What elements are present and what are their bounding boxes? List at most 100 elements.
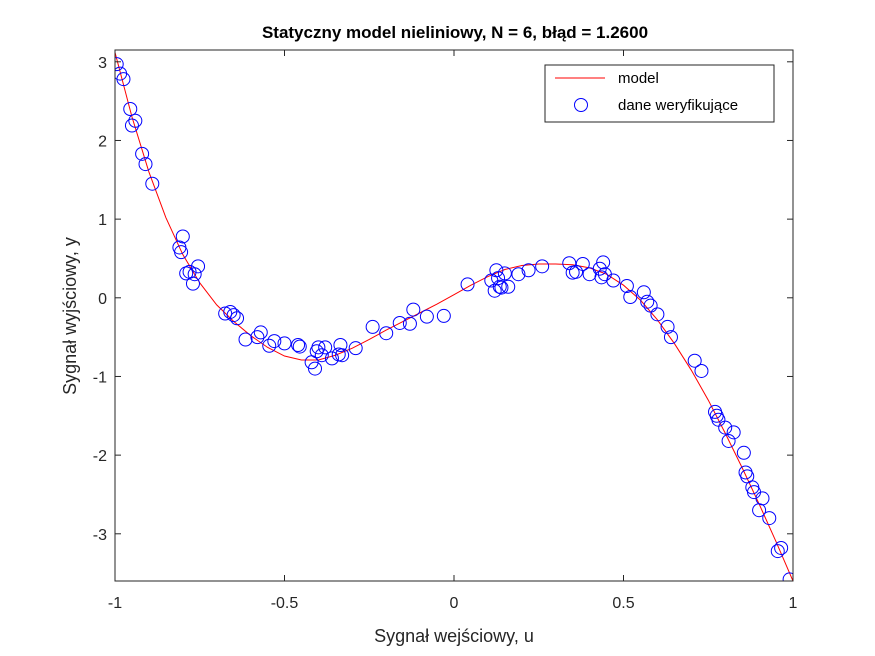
- data-point-marker: [333, 338, 348, 352]
- data-point-marker: [179, 266, 194, 281]
- model-curve: [115, 52, 793, 581]
- data-point-marker: [314, 348, 329, 363]
- data-point-marker: [138, 157, 153, 172]
- data-point-marker: [365, 319, 380, 334]
- data-point-marker: [392, 315, 407, 330]
- y-tick-label: -1: [93, 369, 107, 386]
- data-point-marker: [619, 279, 634, 293]
- data-point-marker: [643, 298, 658, 313]
- legend-data-marker-swatch: [574, 98, 588, 112]
- data-point-marker: [185, 276, 200, 291]
- data-point-marker: [175, 229, 190, 244]
- data-point-marker: [774, 540, 789, 555]
- legend-data-label: dane weryfikujące: [618, 97, 738, 114]
- data-point-marker: [230, 311, 245, 326]
- data-point-marker: [277, 336, 292, 351]
- data-point-marker: [124, 118, 139, 133]
- data-point-marker: [348, 341, 363, 356]
- chart-title: Statyczny model nieliniowy, N = 6, błąd …: [262, 23, 648, 42]
- data-point-marker: [782, 572, 793, 581]
- data-point-marker: [253, 325, 268, 340]
- y-tick-label: -2: [93, 448, 107, 465]
- x-tick-label: 1: [789, 595, 798, 612]
- data-point-marker: [596, 255, 611, 270]
- data-point-marker: [736, 445, 751, 460]
- axes-background: [115, 50, 793, 581]
- data-point-marker: [694, 363, 709, 378]
- data-point-marker: [291, 338, 306, 352]
- data-point-marker: [660, 319, 675, 334]
- y-axis-ticks: -3 -2 -1 0 1 2 3: [93, 55, 793, 544]
- data-point-marker: [726, 425, 741, 440]
- y-tick-label: 0: [98, 291, 107, 308]
- plot-area: -1 -0.5 0 0.5 1 -3 -2 -1 0 1 2 3: [93, 49, 798, 612]
- data-point-marker: [262, 338, 277, 353]
- data-point-marker: [755, 491, 770, 506]
- data-point-marker: [187, 267, 202, 282]
- data-point-marker: [226, 308, 241, 323]
- data-point-marker: [128, 113, 143, 128]
- data-point-marker: [770, 544, 785, 559]
- data-point-marker: [116, 72, 131, 87]
- data-point-marker: [663, 330, 678, 345]
- data-point-marker: [721, 433, 736, 448]
- y-tick-label: 3: [98, 55, 107, 72]
- data-point-marker: [123, 102, 138, 116]
- data-point-marker: [419, 309, 434, 324]
- data-point-marker: [492, 279, 507, 294]
- data-point-marker: [238, 332, 253, 347]
- data-point-marker: [636, 285, 651, 300]
- y-tick-label: -3: [93, 527, 107, 544]
- data-point-marker: [575, 256, 590, 271]
- data-point-marker: [174, 245, 189, 260]
- data-point-marker: [606, 273, 621, 288]
- data-point-marker: [267, 334, 282, 349]
- data-point-marker: [250, 330, 265, 345]
- y-tick-label: 2: [98, 133, 107, 150]
- data-point-marker: [497, 266, 512, 281]
- legend-model-label: model: [618, 70, 659, 87]
- data-point-marker: [311, 340, 326, 355]
- data-point-marker: [640, 294, 655, 309]
- data-point-marker: [318, 340, 333, 355]
- data-point-marker: [324, 351, 339, 366]
- data-layer: [115, 52, 793, 581]
- data-point-marker: [762, 511, 777, 526]
- data-point-marker: [592, 261, 607, 276]
- data-point-marker: [115, 57, 124, 72]
- data-point-marker: [292, 339, 307, 354]
- data-point-marker: [308, 361, 323, 376]
- legend-box: [544, 64, 775, 123]
- data-point-marker: [402, 316, 417, 331]
- data-point-marker: [460, 277, 475, 292]
- y-tick-label: 1: [98, 212, 107, 229]
- x-axis-ticks: -1 -0.5 0 0.5 1: [108, 50, 798, 612]
- data-point-marker: [135, 146, 150, 161]
- data-point-marker: [335, 348, 350, 363]
- x-tick-label: 0.5: [612, 595, 634, 612]
- x-tick-label: -1: [108, 595, 122, 612]
- x-tick-label: 0: [450, 595, 459, 612]
- data-point-marker: [650, 307, 665, 322]
- data-point-marker: [379, 326, 394, 341]
- data-point-marker: [501, 279, 516, 294]
- data-point-marker: [494, 280, 509, 295]
- data-point-marker: [718, 420, 733, 435]
- data-point-marker: [489, 263, 504, 278]
- data-point-marker: [511, 267, 526, 282]
- data-point-marker: [436, 308, 451, 323]
- data-point-marker: [623, 290, 638, 305]
- data-point-marker: [562, 256, 577, 271]
- data-point-marker: [218, 306, 233, 321]
- data-point-marker: [145, 176, 160, 191]
- x-tick-label: -0.5: [271, 595, 299, 612]
- legend: model dane weryfikujące: [544, 64, 775, 123]
- data-point-marker: [191, 259, 206, 274]
- y-axis-label: Sygnał wyjściowy, y: [60, 237, 80, 395]
- x-axis-label: Sygnał wejściowy, u: [374, 626, 534, 646]
- data-point-marker: [521, 263, 536, 278]
- data-point-marker: [687, 353, 702, 368]
- data-point-marker: [491, 271, 506, 286]
- data-point-marker: [535, 259, 550, 274]
